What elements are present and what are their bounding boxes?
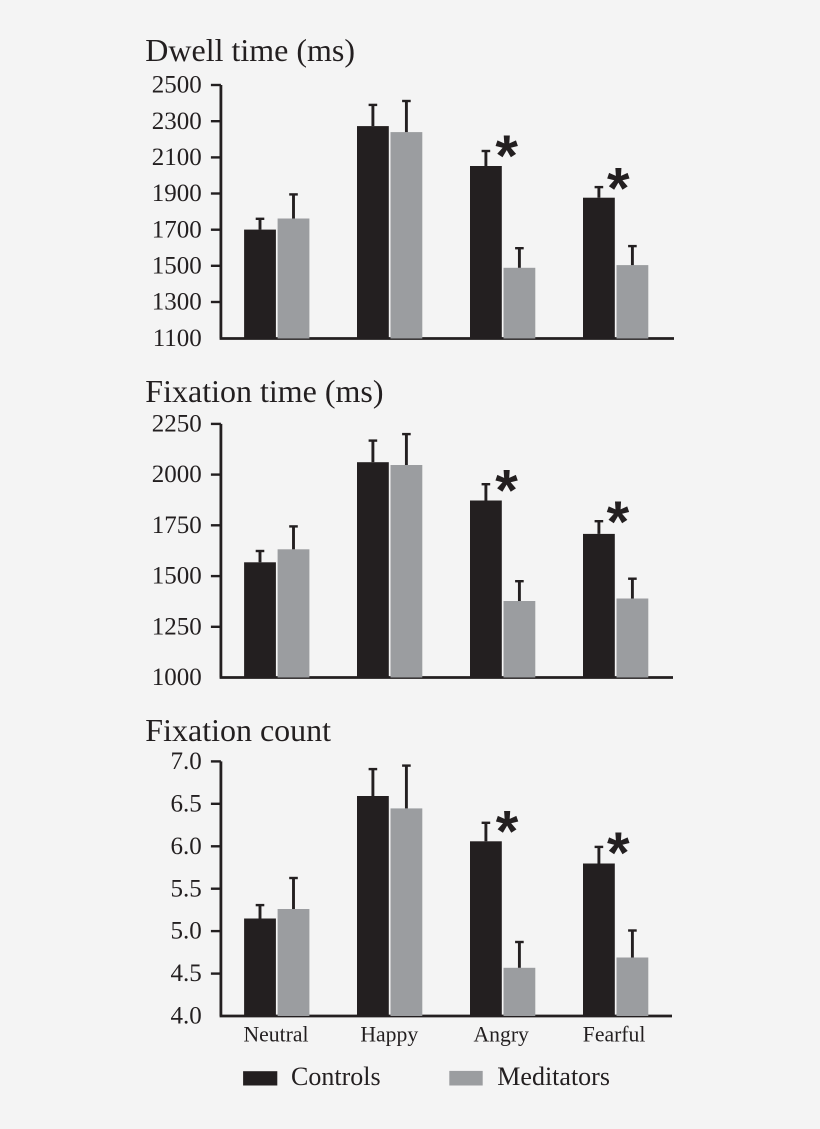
svg-text:1300: 1300 (152, 289, 202, 316)
svg-text:1900: 1900 (152, 180, 202, 207)
svg-text:Happy: Happy (360, 1022, 418, 1046)
svg-text:*: * (495, 124, 518, 189)
svg-text:*: * (607, 490, 630, 555)
svg-text:1000: 1000 (152, 664, 202, 691)
svg-text:Controls: Controls (291, 1062, 381, 1091)
svg-text:1100: 1100 (153, 325, 202, 352)
svg-text:Dwell time (ms): Dwell time (ms) (145, 32, 355, 68)
svg-text:Meditators: Meditators (497, 1062, 610, 1091)
svg-text:2300: 2300 (152, 108, 202, 135)
svg-text:2500: 2500 (152, 72, 202, 99)
svg-text:4.0: 4.0 (171, 1003, 202, 1030)
svg-text:Fearful: Fearful (583, 1022, 646, 1046)
svg-text:1250: 1250 (152, 613, 202, 640)
svg-text:4.5: 4.5 (171, 960, 202, 987)
svg-text:1700: 1700 (152, 216, 202, 243)
svg-text:1500: 1500 (152, 252, 202, 279)
svg-text:6.0: 6.0 (171, 833, 202, 860)
svg-text:Fixation time (ms): Fixation time (ms) (145, 373, 383, 409)
svg-text:7.0: 7.0 (171, 748, 202, 775)
svg-text:2250: 2250 (152, 411, 202, 438)
svg-text:5.0: 5.0 (171, 918, 202, 945)
svg-text:6.5: 6.5 (171, 790, 202, 817)
svg-text:Angry: Angry (473, 1022, 529, 1046)
svg-text:Fixation count: Fixation count (145, 712, 331, 748)
svg-text:1750: 1750 (152, 512, 202, 539)
svg-text:*: * (607, 157, 630, 222)
svg-text:2000: 2000 (152, 461, 202, 488)
svg-text:Neutral: Neutral (243, 1022, 308, 1046)
svg-text:1500: 1500 (152, 563, 202, 590)
svg-text:2100: 2100 (152, 144, 202, 171)
svg-text:*: * (496, 800, 519, 865)
svg-text:*: * (607, 821, 630, 886)
svg-text:5.5: 5.5 (171, 875, 202, 902)
svg-text:*: * (495, 459, 518, 524)
